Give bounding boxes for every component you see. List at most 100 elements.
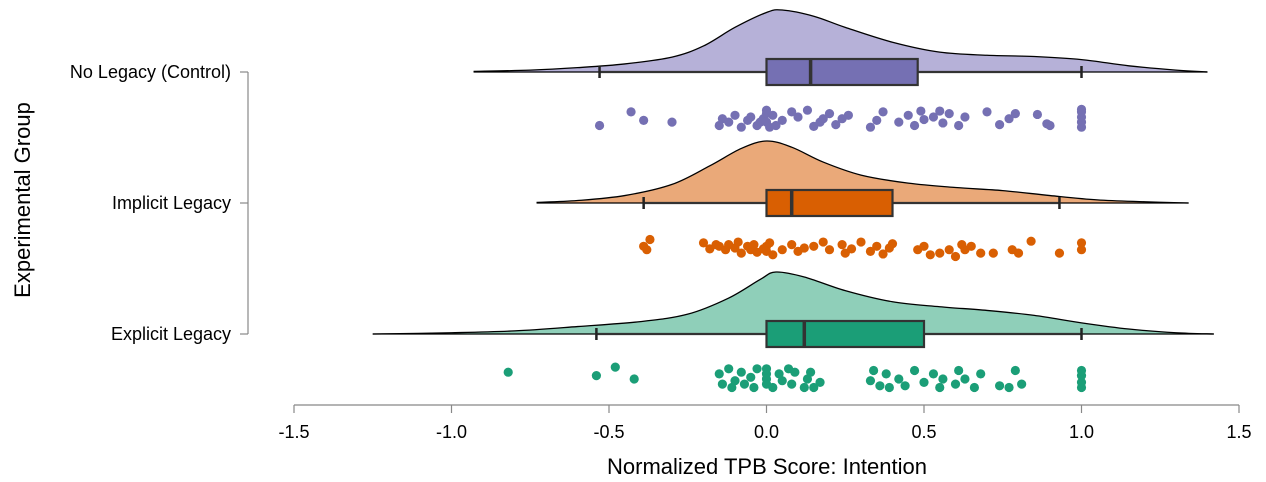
point-explicit-legacy [954, 365, 964, 376]
density-implicit-legacy [536, 140, 1189, 203]
point-explicit-legacy [976, 369, 986, 379]
point-explicit-legacy [995, 381, 1005, 391]
point-no-legacy-control [878, 107, 888, 117]
boxplot-layer [595, 57, 1083, 349]
point-implicit-legacy [787, 240, 797, 250]
point-implicit-legacy [1076, 238, 1087, 248]
point-no-legacy-control [736, 122, 746, 132]
point-explicit-legacy [960, 374, 970, 384]
point-explicit-legacy [919, 377, 929, 387]
point-no-legacy-control [872, 115, 882, 125]
point-no-legacy-control [639, 115, 649, 125]
point-implicit-legacy [935, 248, 945, 258]
x-tick-label: 1.0 [1069, 422, 1094, 442]
box-explicit-legacy [765, 319, 926, 349]
point-explicit-legacy [900, 381, 910, 391]
y-category-label: No Legacy (Control) [70, 62, 231, 82]
point-explicit-legacy [787, 379, 797, 389]
point-explicit-legacy [768, 382, 778, 393]
point-no-legacy-control [730, 110, 740, 120]
point-implicit-legacy [1076, 245, 1087, 255]
point-explicit-legacy [610, 362, 620, 372]
point-implicit-legacy [765, 238, 775, 248]
point-no-legacy-control [777, 115, 787, 125]
box-implicit-legacy [765, 188, 894, 218]
point-no-legacy-control [793, 112, 803, 122]
point-implicit-legacy [878, 249, 888, 259]
point-no-legacy-control [1076, 104, 1087, 114]
point-no-legacy-control [894, 117, 904, 127]
point-explicit-legacy [865, 376, 876, 386]
density-outline-explicit-legacy [372, 271, 1214, 335]
point-no-legacy-control [954, 120, 964, 131]
point-explicit-legacy [799, 382, 809, 393]
density-explicit-legacy [372, 271, 1214, 334]
point-no-legacy-control [818, 114, 828, 124]
point-implicit-legacy [846, 244, 857, 254]
point-no-legacy-control [761, 105, 772, 115]
point-no-legacy-control [771, 120, 781, 131]
point-implicit-legacy [809, 241, 819, 251]
point-explicit-legacy [1076, 365, 1087, 376]
point-explicit-legacy [629, 374, 639, 384]
y-axis: No Legacy (Control) Implicit Legacy Explic… [70, 62, 249, 344]
point-explicit-legacy [1010, 365, 1020, 376]
point-implicit-legacy [919, 241, 929, 251]
point-implicit-legacy [1013, 248, 1024, 258]
points-layer [503, 104, 1087, 393]
y-axis-title: Experimental Group [10, 102, 35, 298]
point-no-legacy-control [667, 117, 677, 127]
y-category-label: Explicit Legacy [111, 324, 231, 344]
point-explicit-legacy [730, 376, 740, 386]
point-implicit-legacy [1026, 236, 1036, 246]
point-implicit-legacy [865, 246, 876, 256]
point-no-legacy-control [824, 109, 835, 119]
point-implicit-legacy [824, 245, 835, 255]
point-implicit-legacy [736, 248, 746, 258]
point-implicit-legacy [1054, 248, 1065, 258]
point-explicit-legacy [717, 379, 728, 389]
point-implicit-legacy [976, 248, 986, 258]
point-no-legacy-control [1045, 120, 1055, 131]
point-no-legacy-control [938, 118, 948, 128]
point-no-legacy-control [594, 120, 605, 131]
point-explicit-legacy [881, 369, 891, 379]
point-no-legacy-control [865, 122, 876, 132]
point-implicit-legacy [872, 241, 882, 251]
point-explicit-legacy [1004, 382, 1014, 393]
point-implicit-legacy [818, 237, 828, 247]
point-implicit-legacy [733, 237, 743, 247]
density-outline-no-legacy-control [473, 9, 1208, 73]
point-no-legacy-control [1010, 109, 1020, 119]
point-explicit-legacy [724, 364, 734, 374]
point-explicit-legacy [935, 382, 945, 393]
point-explicit-legacy [884, 382, 894, 393]
point-explicit-legacy [746, 372, 756, 382]
point-no-legacy-control [944, 109, 954, 119]
box-no-legacy-control [765, 57, 919, 87]
point-no-legacy-control [802, 105, 813, 115]
point-implicit-legacy [944, 245, 954, 255]
point-implicit-legacy [988, 248, 998, 258]
point-no-legacy-control [909, 120, 920, 131]
point-explicit-legacy [894, 374, 904, 384]
point-implicit-legacy [768, 250, 778, 260]
point-explicit-legacy [1076, 377, 1087, 387]
point-implicit-legacy [950, 251, 961, 262]
point-implicit-legacy [749, 240, 759, 250]
point-explicit-legacy [1017, 379, 1027, 389]
point-implicit-legacy [925, 250, 935, 260]
x-tick-label: 0.0 [754, 422, 779, 442]
point-implicit-legacy [887, 239, 898, 249]
x-tick-label: -1.5 [278, 422, 309, 442]
point-implicit-legacy [645, 234, 655, 245]
x-tick-label: -1.0 [436, 422, 467, 442]
y-category-label: Implicit Legacy [112, 193, 231, 213]
point-explicit-legacy [790, 367, 800, 377]
point-no-legacy-control [916, 106, 926, 116]
point-explicit-legacy [969, 382, 980, 393]
point-no-legacy-control [724, 117, 734, 127]
point-explicit-legacy [752, 364, 762, 374]
point-no-legacy-control [831, 120, 841, 130]
point-implicit-legacy [698, 238, 709, 248]
